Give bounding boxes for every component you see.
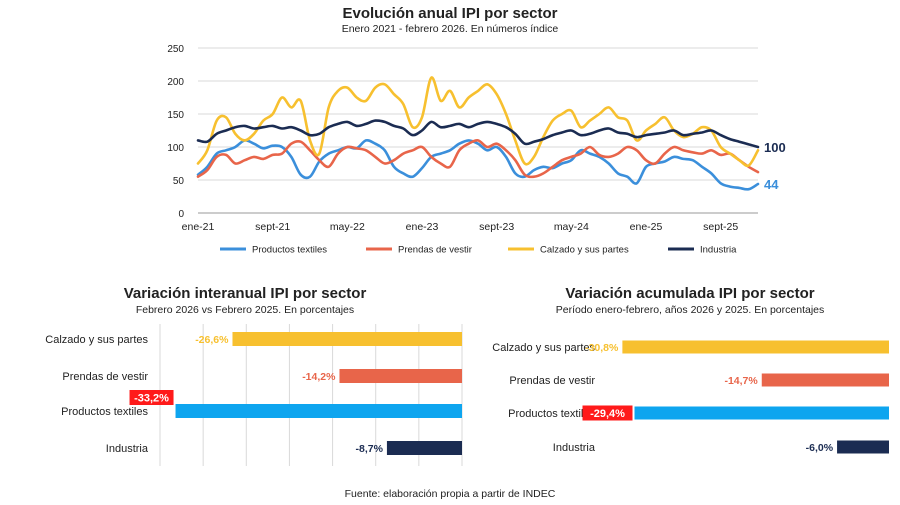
data-label: -29,4% bbox=[590, 408, 625, 420]
bar-chart-2: Calzado y sus partes-30,8% Prendas de ves… bbox=[492, 340, 889, 454]
x-tick-label: sept-21 bbox=[255, 221, 290, 233]
highlight-badge bbox=[582, 405, 633, 421]
data-label: -6,0% bbox=[806, 442, 834, 454]
bar-chart-1: Calzado y sus partes -26,6% Prendas de ves… bbox=[45, 324, 463, 466]
x-tick-label: ene-21 bbox=[182, 221, 215, 233]
line-chart-title: Evolución anual IPI por sector bbox=[342, 5, 558, 22]
bar bbox=[837, 440, 889, 454]
y-tick-label: 100 bbox=[167, 143, 184, 154]
series-line-industria bbox=[196, 119, 760, 149]
data-label: -14,2% bbox=[302, 371, 336, 383]
y-tick-label: 150 bbox=[167, 110, 184, 121]
highlight-badge bbox=[129, 390, 174, 405]
category-label: Industria bbox=[106, 443, 149, 455]
end-value-label: 100 bbox=[764, 140, 786, 155]
category-label: Prendas de vestir bbox=[62, 371, 148, 383]
legend-label: Industria bbox=[700, 245, 737, 256]
end-value-label: 44 bbox=[764, 177, 779, 192]
data-label: -14,7% bbox=[724, 375, 758, 387]
data-label: -8,7% bbox=[355, 443, 383, 455]
bar bbox=[634, 406, 889, 420]
bar bbox=[761, 373, 889, 387]
bar bbox=[622, 340, 889, 354]
x-tick-label: may-22 bbox=[330, 221, 365, 233]
bar bbox=[339, 369, 462, 383]
legend-label: Calzado y sus partes bbox=[540, 245, 629, 256]
bar-chart-1-title: Variación interanual IPI por sector bbox=[123, 285, 367, 302]
category-label: Calzado y sus partes bbox=[45, 334, 148, 346]
bar-chart-2-title: Variación acumulada IPI por sector bbox=[565, 285, 815, 302]
category-label: Prendas de vestir bbox=[509, 375, 595, 387]
y-tick-label: 50 bbox=[173, 176, 185, 187]
bar-chart-1-subtitle: Febrero 2026 vs Febrero 2025. En porcent… bbox=[135, 304, 355, 316]
category-label: Productos textiles bbox=[508, 408, 595, 420]
x-tick-label: sept-25 bbox=[703, 221, 738, 233]
category-label: Productos textiles bbox=[61, 406, 148, 418]
bar bbox=[175, 404, 462, 418]
legend-label: Productos textiles bbox=[252, 245, 327, 256]
source-note: Fuente: elaboración propia a partir de I… bbox=[344, 488, 556, 500]
y-tick-label: 250 bbox=[167, 44, 184, 55]
legend-label: Prendas de vestir bbox=[398, 245, 472, 256]
series-line-prendas-de-vestir bbox=[196, 139, 760, 179]
bar bbox=[386, 441, 462, 455]
x-tick-label: may-24 bbox=[554, 221, 589, 233]
line-chart: 0 50 100 150 200 250 ene-21 sept-21 may-22 ene-23… bbox=[167, 44, 786, 256]
series-line-calzado-y-sus-partes bbox=[196, 76, 760, 168]
x-tick-label: ene-25 bbox=[630, 221, 663, 233]
data-label: -26,6% bbox=[195, 334, 229, 346]
data-label: -33,2% bbox=[134, 393, 169, 405]
category-label: Industria bbox=[553, 442, 596, 454]
line-chart-subtitle: Enero 2021 - febrero 2026. En números ín… bbox=[341, 23, 559, 35]
category-label: Calzado y sus partes bbox=[492, 342, 595, 354]
y-tick-label: 200 bbox=[167, 77, 184, 88]
series-line-productos-textiles bbox=[196, 138, 760, 191]
y-tick-label: 0 bbox=[178, 209, 184, 220]
x-tick-label: sept-23 bbox=[479, 221, 514, 233]
x-tick-label: ene-23 bbox=[406, 221, 439, 233]
bar bbox=[232, 332, 462, 346]
bar-chart-2-subtitle: Período enero-febrero, años 2026 y 2025.… bbox=[555, 304, 825, 316]
data-label: -30,8% bbox=[585, 342, 619, 354]
